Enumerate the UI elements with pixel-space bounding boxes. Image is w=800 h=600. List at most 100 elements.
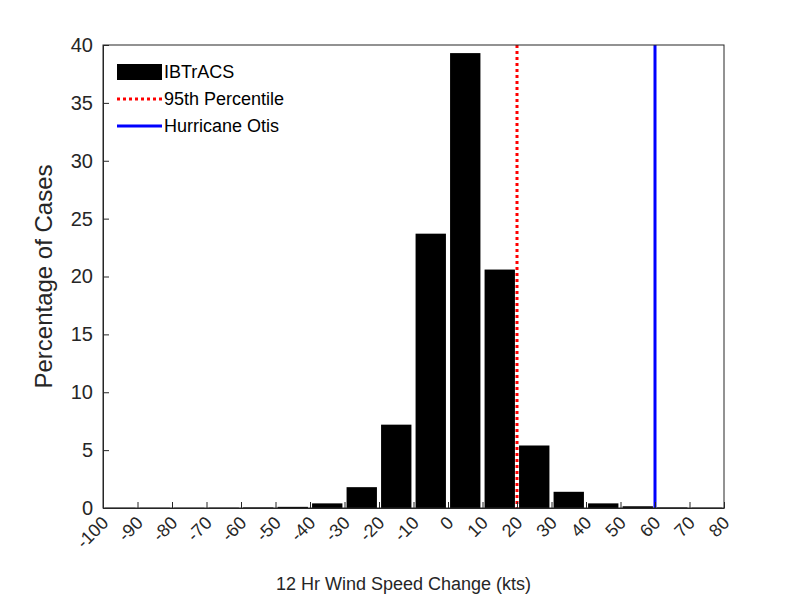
x-tick-label: -70 <box>183 513 216 546</box>
x-tick-mark <box>724 502 725 508</box>
histogram-bar <box>416 234 446 508</box>
x-tick: -30 <box>321 502 354 545</box>
x-tick-mark <box>690 502 691 508</box>
y-tick: 0 <box>82 497 109 519</box>
x-tick-mark <box>552 502 553 508</box>
legend-item: 95th Percentile <box>117 89 284 109</box>
histogram-bar <box>519 445 549 508</box>
x-tick: -40 <box>287 502 320 545</box>
x-axis-line <box>104 508 725 509</box>
x-tick-label: 80 <box>705 513 733 541</box>
vertical-line <box>516 45 519 508</box>
y-tick: 20 <box>71 265 109 287</box>
x-tick-mark <box>379 502 380 508</box>
x-tick-label: -30 <box>321 513 354 546</box>
y-tick-mark <box>103 450 109 451</box>
x-tick-label: -80 <box>149 513 182 546</box>
x-tick: -90 <box>114 502 147 545</box>
x-tick: 40 <box>567 502 595 541</box>
y-tick-mark <box>103 161 109 162</box>
x-tick-label: 60 <box>636 513 664 541</box>
y-tick: 30 <box>71 150 109 172</box>
x-tick-mark <box>517 502 518 508</box>
x-tick-label: -60 <box>218 513 251 546</box>
x-tick: 80 <box>705 502 733 541</box>
y-tick: 15 <box>71 323 109 345</box>
x-tick-mark <box>655 502 656 508</box>
vertical-line <box>654 45 657 508</box>
x-tick-label: -90 <box>114 513 147 546</box>
x-tick: 20 <box>498 502 526 541</box>
x-tick-label: -40 <box>287 513 320 546</box>
x-tick-label: -10 <box>390 513 423 546</box>
x-tick-label: 10 <box>464 513 492 541</box>
x-tick-mark <box>483 502 484 508</box>
x-tick-label: 50 <box>602 513 630 541</box>
y-tick-label: 30 <box>71 150 93 172</box>
x-tick: 0 <box>436 502 457 534</box>
x-tick-mark <box>448 502 449 508</box>
x-tick: -10 <box>390 502 423 545</box>
chart: -100-90-80-70-60-50-40-30-20-10010203040… <box>0 0 800 600</box>
x-tick: -70 <box>183 502 216 545</box>
plot: -100-90-80-70-60-50-40-30-20-10010203040… <box>71 34 734 552</box>
y-tick: 35 <box>71 92 109 114</box>
y-axis: 0 5 10 15 20 25 30 35 40 <box>71 34 109 519</box>
y-tick-label: 40 <box>71 34 93 56</box>
x-tick-mark <box>310 502 311 508</box>
y-tick-label: 0 <box>82 497 93 519</box>
x-tick-mark <box>586 502 587 508</box>
y-tick-mark <box>103 392 109 393</box>
x-tick: 10 <box>464 502 492 541</box>
x-tick-mark <box>345 502 346 508</box>
x-tick-mark <box>241 502 242 508</box>
x-tick: 70 <box>671 502 699 541</box>
histogram-bar <box>554 492 584 508</box>
x-axis-title: 12 Hr Wind Speed Change (kts) <box>276 574 531 594</box>
x-tick-mark <box>276 502 277 508</box>
x-tick-label: 40 <box>567 513 595 541</box>
y-tick-label: 5 <box>82 439 93 461</box>
x-tick: 50 <box>602 502 630 541</box>
y-tick-mark <box>103 45 109 46</box>
x-axis: -100-90-80-70-60-50-40-30-20-10010203040… <box>73 502 734 552</box>
legend-item: IBTrACS <box>117 62 234 82</box>
y-axis-title: Percentage of Cases <box>30 164 57 388</box>
legend-swatch <box>117 98 162 101</box>
histogram-bar <box>485 270 515 508</box>
y-tick-mark <box>103 334 109 335</box>
y-tick-label: 25 <box>71 208 93 230</box>
x-tick-label: -20 <box>356 513 389 546</box>
x-tick-label: 0 <box>436 513 457 534</box>
y-tick: 40 <box>71 34 109 56</box>
y-tick: 5 <box>82 439 109 461</box>
y-tick-label: 35 <box>71 92 93 114</box>
x-tick-label: 20 <box>498 513 526 541</box>
histogram-bar <box>312 503 342 508</box>
y-tick: 25 <box>71 208 109 230</box>
histogram-bar <box>450 53 480 508</box>
legend-swatch <box>117 125 162 128</box>
x-tick-mark <box>172 502 173 508</box>
histogram-bar <box>588 503 618 508</box>
legend-item: Hurricane Otis <box>117 116 279 136</box>
plot-frame <box>103 45 724 508</box>
legend-swatch <box>117 64 162 80</box>
x-tick-mark <box>621 502 622 508</box>
x-tick-label: 70 <box>671 513 699 541</box>
legend-label: 95th Percentile <box>164 89 284 109</box>
y-tick-mark <box>103 508 109 509</box>
legend-label: IBTrACS <box>164 62 234 82</box>
x-tick: -50 <box>252 502 285 545</box>
marks <box>105 45 722 508</box>
y-tick-label: 10 <box>71 381 93 403</box>
y-tick-mark <box>103 103 109 104</box>
x-tick-mark <box>207 502 208 508</box>
x-tick-mark <box>414 502 415 508</box>
y-tick-label: 20 <box>71 265 93 287</box>
x-tick: -20 <box>356 502 389 545</box>
histogram-bar <box>347 487 377 508</box>
histogram-bar <box>381 425 411 508</box>
x-tick: -80 <box>149 502 182 545</box>
x-tick: 30 <box>533 502 561 541</box>
